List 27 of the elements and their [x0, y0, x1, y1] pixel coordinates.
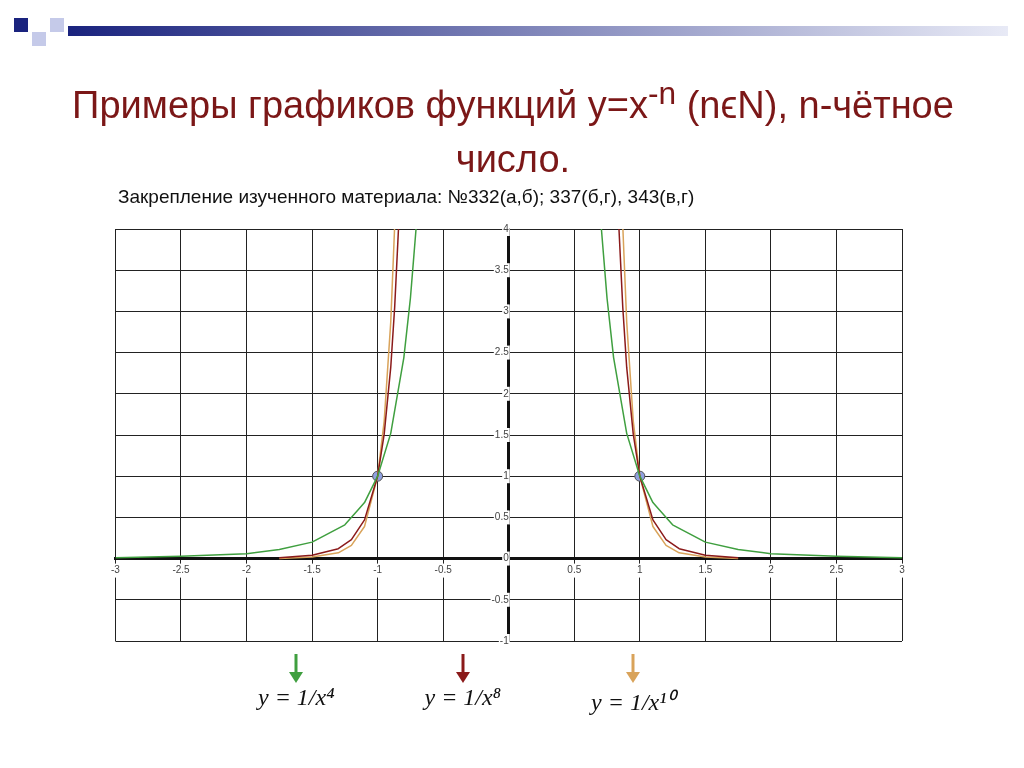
x-tick-label: -2 — [242, 564, 252, 576]
y-tick-label: 3.5 — [494, 263, 510, 275]
legend-label: y = 1/x⁸ — [424, 684, 502, 711]
x-tick-label: -1 — [373, 564, 383, 576]
chart-subtitle: Закрепление изученного материала: №332(а,б); 337(б,г), 343(в,г) — [118, 186, 695, 208]
y-tick-label: 3 — [503, 305, 510, 317]
x-tick-label: 0.5 — [567, 564, 582, 576]
x-tick-label: -1.5 — [303, 564, 322, 576]
y-tick-label: 2.5 — [494, 346, 510, 358]
x-tick-label: -0.5 — [434, 564, 453, 576]
y-tick-label: -0.5 — [491, 593, 510, 605]
y-tick-label: 0.5 — [494, 511, 510, 523]
y-tick-label: 0 — [503, 552, 510, 564]
x-tick-label: 1 — [637, 564, 644, 576]
y-tick-label: 4 — [503, 222, 510, 234]
x-tick-label: 2.5 — [829, 564, 844, 576]
y-tick-label: 1 — [503, 469, 510, 481]
y-tick-label: 2 — [503, 387, 510, 399]
x-tick-label: 1.5 — [698, 564, 713, 576]
y-tick-label: 1.5 — [494, 428, 510, 440]
y-tick-label: -1 — [499, 634, 510, 646]
chart-title: Примеры графиков функций y=x$^{-n}$ (nϵN), n-чётное число. — [72, 75, 954, 180]
x-tick-label: -3 — [110, 564, 121, 576]
legend-label: y = 1/x⁴ — [258, 684, 335, 711]
x-tick-label: 3 — [899, 564, 906, 576]
x-tick-label: 2 — [768, 564, 775, 576]
x-tick-label: -2.5 — [172, 564, 191, 576]
